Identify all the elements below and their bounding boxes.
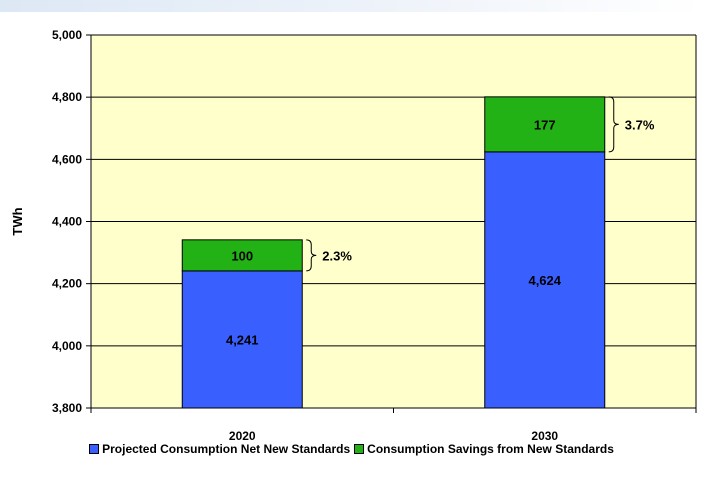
y-tick-label: 4,000: [52, 339, 82, 353]
annotations: 2.3% 3.7%: [306, 96, 655, 272]
y-tick-label: 4,400: [52, 215, 82, 229]
header-band: [0, 0, 703, 12]
legend-swatch-savings: [354, 444, 365, 454]
data-label: 4,624: [528, 273, 561, 288]
y-tick-label: 4,200: [52, 277, 82, 291]
percent-annotation: 2.3%: [322, 248, 352, 263]
data-label: 4,241: [226, 332, 259, 347]
bar-savings-2030: [484, 96, 606, 153]
y-tick-label: 5,000: [52, 28, 82, 42]
y-axis-title: TWh: [10, 207, 25, 235]
stacked-bar-chart: 3,800 4,000 4,200 4,400 4,600 4,800 5,000 2020 2…: [10, 28, 697, 440]
legend-label-savings: Consumption Savings from New Standards: [367, 442, 614, 456]
bar-projected-2020: [181, 270, 303, 409]
bars: [181, 96, 606, 409]
x-tick-label: 2030: [531, 429, 558, 440]
data-label: 177: [534, 117, 556, 132]
data-labels: 4,241 100 4,624 177: [226, 117, 562, 347]
percent-annotation: 3.7%: [625, 117, 655, 132]
bar-savings-2020: [181, 239, 303, 272]
bar-projected-2030: [484, 151, 606, 409]
legend-item-projected: Projected Consumption Net New Standards: [89, 442, 350, 456]
y-tick-label: 4,600: [52, 152, 82, 166]
data-label: 100: [231, 248, 253, 263]
y-tick-label: 4,800: [52, 90, 82, 104]
legend: Projected Consumption Net New Standards …: [0, 442, 703, 456]
brace: [608, 96, 619, 153]
axes: [86, 34, 697, 413]
tick-labels: 3,800 4,000 4,200 4,400 4,600 4,800 5,000 2020 2…: [52, 28, 558, 440]
legend-item-savings: Consumption Savings from New Standards: [354, 442, 614, 456]
brace: [306, 239, 317, 272]
legend-label-projected: Projected Consumption Net New Standards: [102, 442, 351, 456]
y-tick-label: 3,800: [52, 401, 82, 415]
x-tick-label: 2020: [229, 429, 256, 440]
legend-swatch-projected: [89, 444, 100, 454]
